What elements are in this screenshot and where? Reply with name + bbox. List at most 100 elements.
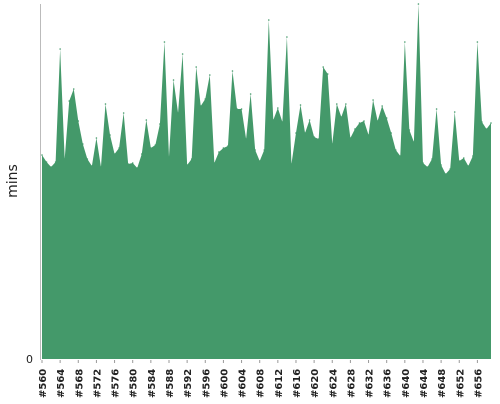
data-point: [177, 112, 179, 114]
data-point: [394, 149, 397, 151]
data-point: [349, 137, 352, 139]
data-point: [245, 138, 247, 140]
data-point: [63, 158, 66, 160]
data-point: [222, 147, 225, 149]
data-point: [385, 117, 388, 119]
data-point: [326, 73, 329, 75]
data-point: [408, 129, 411, 131]
data-point: [299, 104, 302, 106]
data-point: [127, 163, 129, 165]
data-point: [100, 166, 102, 168]
x-tick-label: #564: [56, 369, 67, 398]
data-point: [308, 119, 311, 121]
x-tick-label: #604: [238, 369, 249, 398]
data-point: [95, 137, 98, 139]
data-point: [59, 48, 61, 50]
data-point: [150, 147, 152, 149]
data-point: [231, 70, 234, 72]
x-tick-label: #624: [328, 369, 339, 398]
data-point: [399, 155, 402, 157]
x-tick-label: #580: [129, 369, 140, 398]
x-tick-label: #628: [346, 369, 357, 398]
x-tick-label: #576: [111, 369, 122, 398]
data-point: [181, 53, 184, 55]
data-point: [82, 143, 84, 145]
data-point: [77, 120, 80, 122]
data-point: [453, 111, 456, 113]
data-point: [376, 120, 379, 122]
data-point: [118, 147, 120, 149]
data-point: [426, 166, 429, 168]
data-point: [372, 99, 374, 101]
data-point: [254, 149, 256, 151]
data-point: [199, 105, 202, 107]
data-point: [286, 36, 288, 38]
data-point: [354, 128, 356, 130]
data-point: [236, 108, 238, 110]
data-point: [140, 153, 143, 155]
data-point: [86, 158, 89, 160]
data-point: [481, 121, 483, 123]
y-tick-label: 0: [26, 353, 33, 366]
data-point: [485, 128, 488, 130]
data-point: [50, 166, 52, 168]
data-point: [45, 161, 48, 163]
data-point: [295, 132, 297, 134]
data-point: [113, 153, 116, 155]
data-point: [363, 120, 365, 122]
data-point: [381, 105, 383, 107]
data-point: [317, 138, 320, 140]
data-point: [186, 164, 188, 166]
data-point: [195, 66, 197, 68]
data-point: [367, 134, 370, 136]
data-point: [104, 103, 107, 105]
x-axis-ticks: #560 #564 #568 #572 #576 #580 #584 #588 #592 #596…: [38, 360, 484, 398]
x-tick-label: #608: [256, 369, 267, 398]
data-point: [240, 108, 243, 110]
data-point: [390, 132, 393, 134]
data-point: [281, 121, 284, 123]
data-point: [467, 165, 470, 167]
data-point: [41, 154, 43, 156]
data-point: [444, 173, 447, 175]
x-tick-label: #616: [292, 369, 303, 398]
data-point: [313, 136, 315, 138]
data-point: [213, 162, 216, 164]
data-point: [72, 88, 75, 90]
data-point: [358, 122, 361, 124]
x-tick-label: #656: [473, 369, 484, 398]
data-point: [190, 158, 193, 160]
data-point: [331, 143, 334, 145]
data-point: [417, 3, 420, 5]
data-point: [345, 103, 347, 105]
data-point: [227, 145, 229, 147]
data-point: [258, 160, 261, 162]
data-point: [472, 155, 474, 157]
data-point: [304, 132, 306, 134]
data-point: [431, 158, 433, 160]
x-tick-label: #612: [274, 369, 285, 398]
x-tick-label: #568: [74, 369, 85, 398]
data-point: [490, 122, 492, 124]
data-point: [204, 98, 207, 100]
data-point: [476, 41, 479, 43]
data-point: [154, 144, 157, 146]
x-tick-label: #560: [38, 369, 49, 398]
data-point: [54, 161, 57, 163]
data-point: [136, 167, 139, 169]
data-point: [145, 119, 148, 121]
data-point: [440, 164, 442, 166]
data-point: [163, 41, 166, 43]
x-tick-label: #644: [419, 369, 430, 398]
data-point: [168, 156, 170, 158]
data-point: [413, 141, 415, 143]
data-point: [249, 93, 252, 95]
data-point: [218, 151, 220, 153]
data-point: [435, 108, 438, 110]
x-tick-label: #600: [219, 369, 230, 398]
area-series: [42, 4, 491, 359]
data-point: [422, 162, 424, 164]
x-tick-label: #596: [201, 369, 212, 398]
x-tick-label: #636: [383, 369, 394, 398]
